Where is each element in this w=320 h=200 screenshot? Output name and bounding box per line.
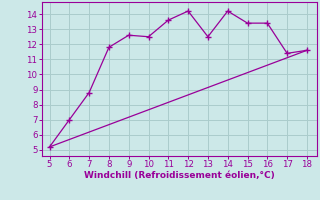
X-axis label: Windchill (Refroidissement éolien,°C): Windchill (Refroidissement éolien,°C) [84, 171, 275, 180]
